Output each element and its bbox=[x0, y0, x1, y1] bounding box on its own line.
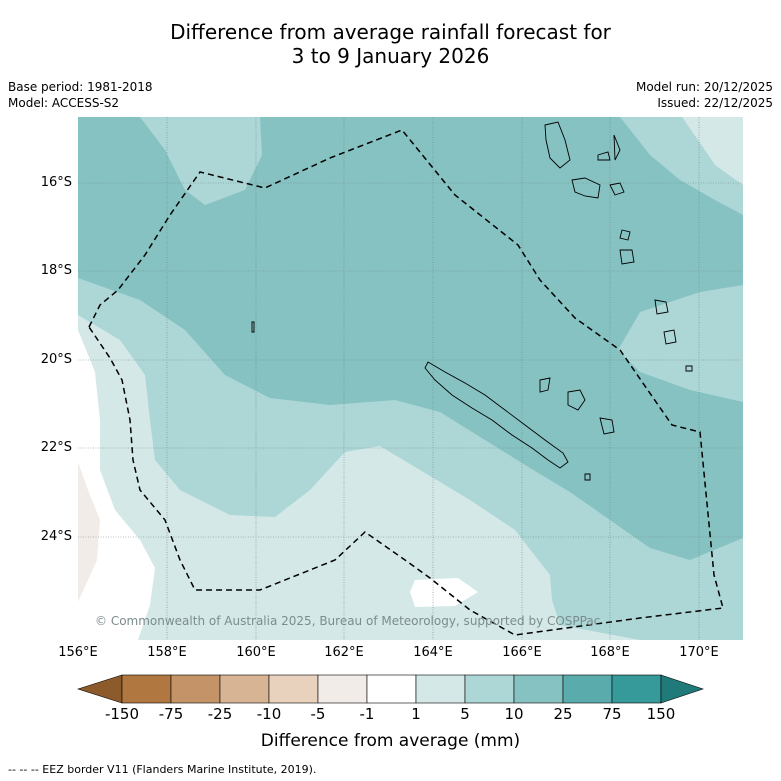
graticule bbox=[78, 117, 743, 640]
band-minus1-1-south bbox=[410, 578, 478, 607]
vanuatu-efate bbox=[609, 182, 625, 196]
colorbar-extend-low bbox=[77, 674, 123, 704]
chesterfield-islet bbox=[251, 321, 255, 333]
colorbar-tick: 75 bbox=[602, 705, 622, 723]
vanuatu-malekula bbox=[571, 177, 601, 199]
colorbar-bin-2 bbox=[170, 674, 221, 704]
colorbar-tick: 1 bbox=[411, 705, 421, 723]
colorbar-bin-5 bbox=[317, 674, 368, 704]
colorbar-tick: 10 bbox=[504, 705, 524, 723]
coastlines bbox=[251, 121, 693, 481]
title-line-1: Difference from average rainfall forecas… bbox=[170, 20, 611, 44]
loyalty-island-1 bbox=[539, 377, 551, 393]
vanuatu-espiritu-santo bbox=[544, 121, 571, 169]
lat-label-24s: 24°S bbox=[40, 529, 72, 544]
lon-label-170e: 170°E bbox=[679, 645, 719, 660]
colorbar bbox=[77, 674, 704, 704]
colorbar-bin-11 bbox=[611, 674, 662, 704]
matthew-hunter-islands bbox=[654, 299, 669, 315]
colorbar-tick: -1 bbox=[359, 705, 375, 723]
title-line-2: 3 to 9 January 2026 bbox=[291, 44, 490, 68]
lon-label-156e: 156°E bbox=[58, 645, 98, 660]
rainfall-anomaly-field bbox=[78, 117, 743, 640]
colorbar-tick: 5 bbox=[460, 705, 470, 723]
vanuatu-tanna bbox=[619, 249, 635, 265]
vanuatu-north-islands bbox=[597, 134, 621, 161]
east-island-1 bbox=[663, 329, 677, 345]
colorbar-tick: -10 bbox=[256, 705, 282, 723]
lon-label-158e: 158°E bbox=[147, 645, 187, 660]
band-1-5-southwest bbox=[78, 315, 640, 640]
walpole-islet bbox=[584, 473, 591, 481]
lat-label-16s: 16°S bbox=[40, 175, 72, 190]
eez-legend: -- -- -- EEZ border V11 (Flanders Marine… bbox=[8, 763, 317, 776]
vanuatu-erromango bbox=[619, 229, 631, 241]
model-name: Model: ACCESS-S2 bbox=[8, 96, 120, 110]
band-minus1-1-west bbox=[78, 330, 155, 640]
model-run: Model run: 20/12/2025 bbox=[635, 80, 773, 94]
lon-label-168e: 168°E bbox=[590, 645, 630, 660]
colorbar-title: Difference from average (mm) bbox=[260, 731, 521, 751]
run-info: Model run: 20/12/2025 Issued: 22/12/2025 bbox=[636, 79, 773, 111]
band-1-5-northeast bbox=[682, 117, 743, 185]
lon-label-166e: 166°E bbox=[502, 645, 542, 660]
lon-label-164e: 164°E bbox=[413, 645, 453, 660]
lat-label-22s: 22°S bbox=[40, 440, 72, 455]
lat-label-18s: 18°S bbox=[40, 263, 72, 278]
lon-label-162e: 162°E bbox=[324, 645, 364, 660]
lon-label-160e: 160°E bbox=[236, 645, 276, 660]
colorbar-tick: -150 bbox=[104, 705, 140, 723]
model-info: Base period: 1981-2018 Model: ACCESS-S2 bbox=[8, 79, 153, 111]
colorbar-bin-6 bbox=[366, 674, 417, 704]
chart-title: Difference from average rainfall forecas… bbox=[0, 20, 781, 68]
new-caledonia bbox=[424, 361, 569, 469]
colorbar-bin-8 bbox=[464, 674, 515, 704]
colorbar-bin-7 bbox=[415, 674, 466, 704]
issued-date: Issued: 22/12/2025 bbox=[657, 96, 773, 110]
base-period: Base period: 1981-2018 bbox=[8, 80, 153, 94]
band-5-10-east bbox=[618, 285, 743, 402]
east-island-2 bbox=[685, 365, 693, 372]
loyalty-island-3 bbox=[599, 417, 615, 435]
colorbar-bin-1 bbox=[121, 674, 172, 704]
colorbar-bin-9 bbox=[513, 674, 564, 704]
lat-label-20s: 20°S bbox=[40, 352, 72, 367]
colorbar-tick: -25 bbox=[207, 705, 233, 723]
colorbar-tick: -75 bbox=[158, 705, 184, 723]
loyalty-island-2 bbox=[567, 389, 586, 411]
copyright-credit: © Commonwealth of Australia 2025, Bureau… bbox=[95, 614, 601, 628]
colorbar-extend-high bbox=[660, 674, 704, 704]
colorbar-bin-3 bbox=[219, 674, 270, 704]
colorbar-tick: -5 bbox=[310, 705, 326, 723]
band-minus5-minus1-west bbox=[78, 462, 100, 602]
colorbar-bin-4 bbox=[268, 674, 319, 704]
colorbar-bin-10 bbox=[562, 674, 613, 704]
colorbar-tick: 150 bbox=[646, 705, 676, 723]
colorbar-tick: 25 bbox=[553, 705, 573, 723]
